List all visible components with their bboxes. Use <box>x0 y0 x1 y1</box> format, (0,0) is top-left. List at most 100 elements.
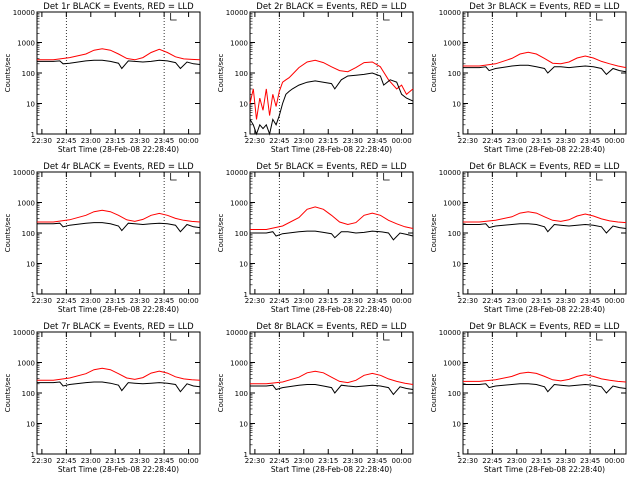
y-axis-label: Counts/sec <box>217 374 225 413</box>
y-tick-label: 10000 <box>13 9 35 17</box>
x-tick-label: 00:00 <box>391 457 411 465</box>
series-line-lld <box>250 370 414 385</box>
x-axis-label: Start Time (28-Feb-08 22:28:40) <box>271 465 392 474</box>
x-axis-label: Start Time (28-Feb-08 22:28:40) <box>484 465 605 474</box>
y-tick-label: 100 <box>22 390 35 398</box>
x-tick-label: 22:30 <box>245 297 265 305</box>
x-tick-label: 23:30 <box>556 137 576 145</box>
x-tick-label: 00:00 <box>178 137 198 145</box>
chart-title: Det 2r BLACK = Events, RED = LLD <box>256 2 407 12</box>
y-tick-label: 1 <box>31 131 35 139</box>
y-tick-label: 100 <box>235 230 248 238</box>
series-line-lld <box>463 371 627 383</box>
x-tick-label: 22:30 <box>458 457 478 465</box>
series-line-lld <box>37 48 201 61</box>
y-tick-label: 1 <box>457 451 461 459</box>
y-axis-label: Counts/sec <box>4 374 12 413</box>
plot-frame <box>249 331 414 455</box>
y-axis-label: Counts/sec <box>430 214 438 253</box>
y-tick-label: 1 <box>244 131 248 139</box>
y-tick-label: 1 <box>457 291 461 299</box>
corner-marker <box>383 333 390 341</box>
x-axis-label: Start Time (28-Feb-08 22:28:40) <box>484 145 605 154</box>
x-tick-label: 23:45 <box>367 297 387 305</box>
x-tick-label: 22:45 <box>56 297 76 305</box>
y-tick-label: 1000 <box>230 360 248 368</box>
y-tick-label: 10000 <box>439 9 461 17</box>
y-axis-label: Counts/sec <box>430 374 438 413</box>
series-line-lld <box>249 59 414 120</box>
y-tick-label: 1000 <box>443 40 461 48</box>
chart-title: Det 8r BLACK = Events, RED = LLD <box>256 322 407 332</box>
x-tick-label: 23:30 <box>343 297 363 305</box>
x-tick-label: 22:30 <box>32 297 52 305</box>
y-tick-label: 10 <box>239 421 248 429</box>
y-tick-label: 100 <box>235 70 248 78</box>
chart-panel-3: Det 3r BLACK = Events, RED = LLD 1 10 100 10… <box>430 2 627 154</box>
x-tick-label: 23:00 <box>81 457 101 465</box>
x-tick-label: 23:45 <box>580 457 600 465</box>
corner-marker <box>170 333 177 341</box>
chart-panel-4: Det 4r BLACK = Events, RED = LLD 1 10 100 10… <box>4 162 201 314</box>
x-tick-label: 23:00 <box>294 137 314 145</box>
x-axis-label: Start Time (28-Feb-08 22:28:40) <box>58 305 179 314</box>
chart-panel-1: Det 1r BLACK = Events, RED = LLD 1 10 100 10… <box>4 2 201 154</box>
chart-title: Det 1r BLACK = Events, RED = LLD <box>43 2 194 12</box>
x-tick-label: 00:00 <box>604 137 624 145</box>
x-tick-label: 23:15 <box>105 297 125 305</box>
y-tick-label: 1000 <box>443 200 461 208</box>
chart-panel-7: Det 7r BLACK = Events, RED = LLD 1 10 100 10… <box>4 322 201 474</box>
corner-marker <box>596 173 603 181</box>
x-axis-label: Start Time (28-Feb-08 22:28:40) <box>58 465 179 474</box>
x-tick-label: 23:00 <box>294 457 314 465</box>
x-tick-label: 22:30 <box>245 137 265 145</box>
y-tick-label: 10000 <box>13 169 35 177</box>
y-tick-label: 10 <box>26 261 35 269</box>
chart-panel-9: Det 9r BLACK = Events, RED = LLD 1 10 100 10… <box>430 322 627 474</box>
x-tick-label: 23:45 <box>580 297 600 305</box>
x-tick-label: 23:15 <box>318 297 338 305</box>
series-line-lld <box>37 367 201 381</box>
x-tick-label: 23:45 <box>154 297 174 305</box>
series-line-events <box>463 223 627 234</box>
y-tick-label: 1 <box>244 291 248 299</box>
series-line-events <box>37 222 201 233</box>
x-tick-label: 00:00 <box>178 297 198 305</box>
corner-marker <box>383 173 390 181</box>
plot-frame <box>36 171 201 295</box>
x-tick-label: 00:00 <box>604 297 624 305</box>
y-tick-label: 10 <box>26 421 35 429</box>
y-tick-label: 100 <box>22 70 35 78</box>
x-tick-label: 23:15 <box>318 457 338 465</box>
x-tick-label: 23:00 <box>81 137 101 145</box>
x-tick-label: 22:30 <box>245 457 265 465</box>
x-tick-label: 23:15 <box>105 457 125 465</box>
chart-title: Det 6r BLACK = Events, RED = LLD <box>469 162 620 172</box>
y-tick-label: 10000 <box>226 9 248 17</box>
plot-frame <box>36 331 201 455</box>
series-line-events <box>250 384 414 396</box>
x-tick-label: 23:15 <box>318 137 338 145</box>
corner-marker <box>170 13 177 21</box>
chart-title: Det 7r BLACK = Events, RED = LLD <box>43 322 194 332</box>
x-tick-label: 23:30 <box>130 297 150 305</box>
chart-panel-5: Det 5r BLACK = Events, RED = LLD 1 10 100 10… <box>217 162 414 314</box>
plot-frame <box>36 11 201 135</box>
x-tick-label: 00:00 <box>604 457 624 465</box>
plot-frame <box>462 11 627 135</box>
y-tick-label: 1 <box>244 451 248 459</box>
y-tick-label: 100 <box>448 230 461 238</box>
y-tick-label: 1 <box>31 291 35 299</box>
y-tick-label: 1000 <box>17 200 35 208</box>
chart-title: Det 5r BLACK = Events, RED = LLD <box>256 162 407 172</box>
series-line-events <box>463 383 627 394</box>
y-tick-label: 1 <box>31 451 35 459</box>
chart-title: Det 4r BLACK = Events, RED = LLD <box>43 162 194 172</box>
x-tick-label: 22:30 <box>458 297 478 305</box>
plot-frame <box>462 171 627 295</box>
series-line-lld <box>250 206 414 230</box>
series-line-events <box>37 381 201 393</box>
x-tick-label: 23:45 <box>580 137 600 145</box>
